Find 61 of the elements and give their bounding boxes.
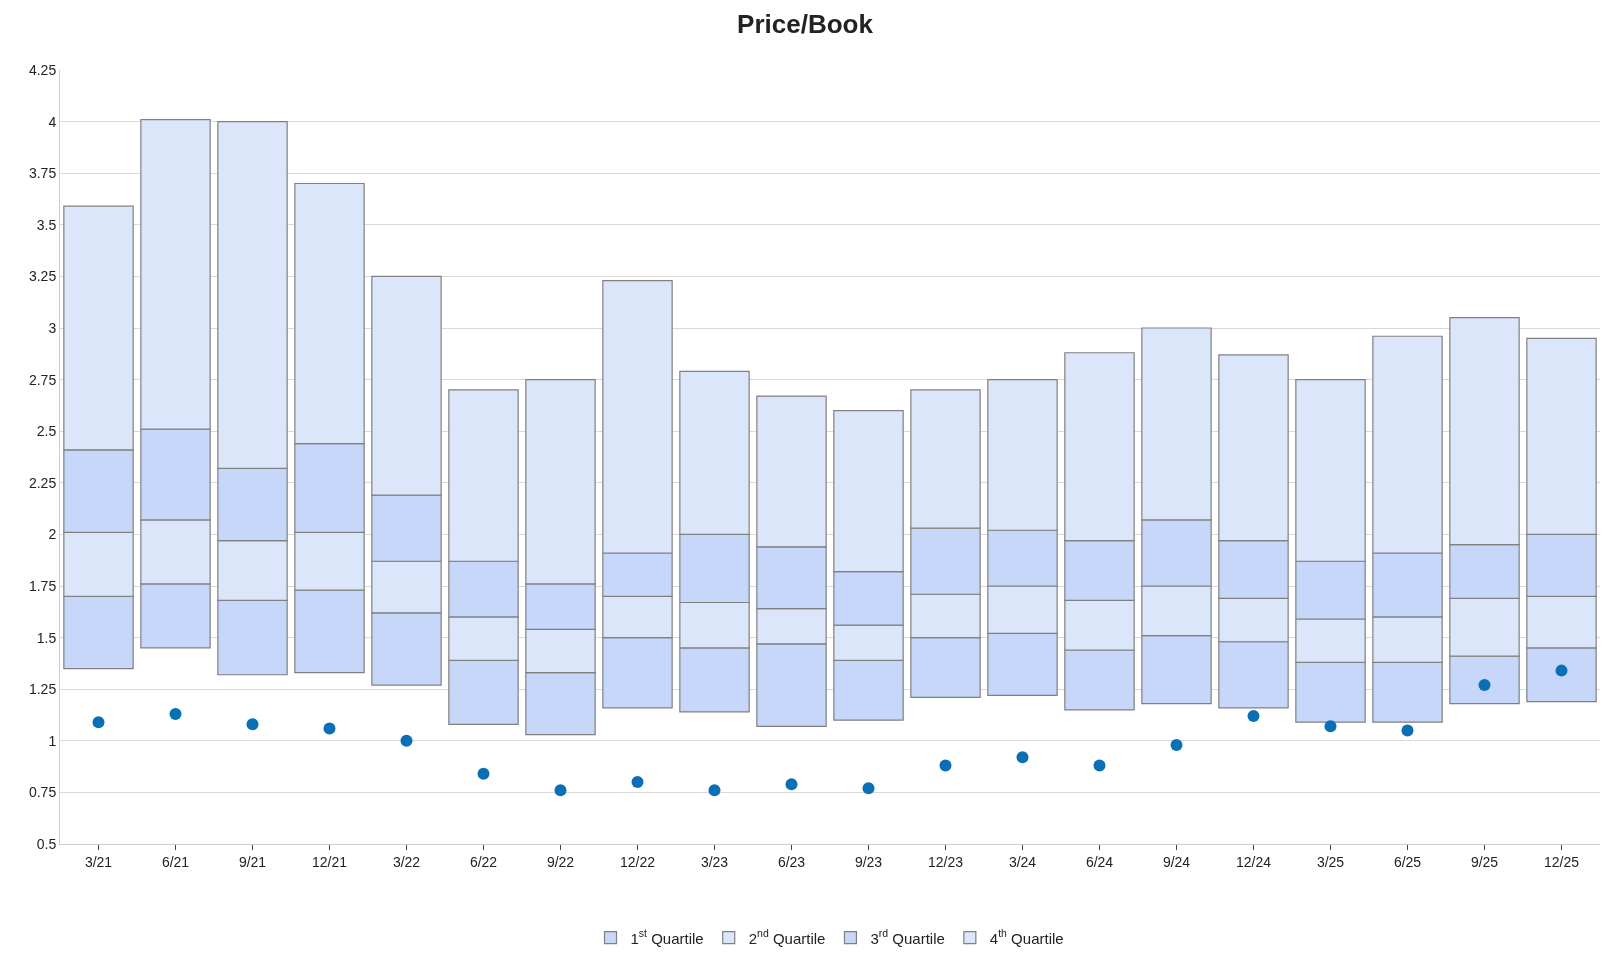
x-tick-label: 6/21 xyxy=(161,853,190,870)
y-tick-label: 2.75 xyxy=(28,371,57,388)
y-tick-label: 3.25 xyxy=(28,268,57,285)
y-tick-label: 1 xyxy=(48,732,57,749)
y-tick-label: 2.5 xyxy=(36,423,57,440)
x-tick-label: 6/23 xyxy=(777,853,806,870)
x-tick-label: 12/24 xyxy=(1235,853,1272,870)
y-tick-label: 1.5 xyxy=(36,629,57,646)
x-tick-label: 3/23 xyxy=(700,853,729,870)
point xyxy=(708,784,721,797)
x-tick-label: 12/21 xyxy=(311,853,348,870)
point xyxy=(1170,738,1183,751)
point xyxy=(1093,759,1106,772)
x-tick-label: 9/24 xyxy=(1162,853,1191,870)
y-tick-label: 0.75 xyxy=(28,784,57,801)
chart-title: Price/Book xyxy=(737,8,874,39)
point xyxy=(169,707,182,720)
point xyxy=(785,778,798,791)
legend-label: 4$^{th}$ Quartile xyxy=(989,927,1064,947)
x-tick-label: 6/24 xyxy=(1085,853,1114,870)
x-tick-label: 12/25 xyxy=(1543,853,1580,870)
y-tick-label: 4.25 xyxy=(28,61,57,78)
x-tick-label: 6/22 xyxy=(469,853,498,870)
x-tick-label: 3/21 xyxy=(84,853,113,870)
x-tick-label: 12/23 xyxy=(927,853,964,870)
legend-label: 3$^{rd}$ Quartile xyxy=(870,927,945,947)
x-tick-label: 3/24 xyxy=(1008,853,1037,870)
x-tick-label: 6/25 xyxy=(1393,853,1422,870)
point xyxy=(939,759,952,772)
y-tick-label: 0.5 xyxy=(36,835,57,852)
x-tick-label: 9/22 xyxy=(546,853,575,870)
point xyxy=(246,718,259,731)
point xyxy=(1401,724,1414,737)
point xyxy=(477,767,490,780)
point xyxy=(1016,751,1029,764)
x-tick-label: 3/25 xyxy=(1316,853,1345,870)
y-tick-label: 2 xyxy=(48,526,57,543)
point xyxy=(1478,679,1491,692)
point xyxy=(323,722,336,735)
x-tick-label: 12/22 xyxy=(619,853,656,870)
point xyxy=(1555,664,1568,677)
x-tick-label: 9/23 xyxy=(854,853,883,870)
legend-label: 1$^{st}$ Quartile xyxy=(630,927,704,947)
x-tick-label: 9/21 xyxy=(238,853,267,870)
legend-label: 2$^{nd}$ Quartile xyxy=(748,927,826,947)
y-tick-label: 1.75 xyxy=(28,577,57,594)
x-tick-label: 9/25 xyxy=(1470,853,1499,870)
y-tick-label: 4 xyxy=(48,113,57,130)
y-tick-label: 3 xyxy=(48,319,57,336)
point xyxy=(862,782,875,795)
point xyxy=(554,784,567,797)
y-tick-label: 3.5 xyxy=(36,216,57,233)
x-tick-label: 3/22 xyxy=(392,853,421,870)
point xyxy=(1247,710,1260,723)
point xyxy=(1324,720,1337,733)
y-tick-label: 3.75 xyxy=(28,165,57,182)
y-tick-label: 2.25 xyxy=(28,474,57,491)
point xyxy=(92,716,105,729)
y-tick-label: 1.25 xyxy=(28,681,57,698)
point xyxy=(631,776,644,789)
point xyxy=(400,734,413,747)
